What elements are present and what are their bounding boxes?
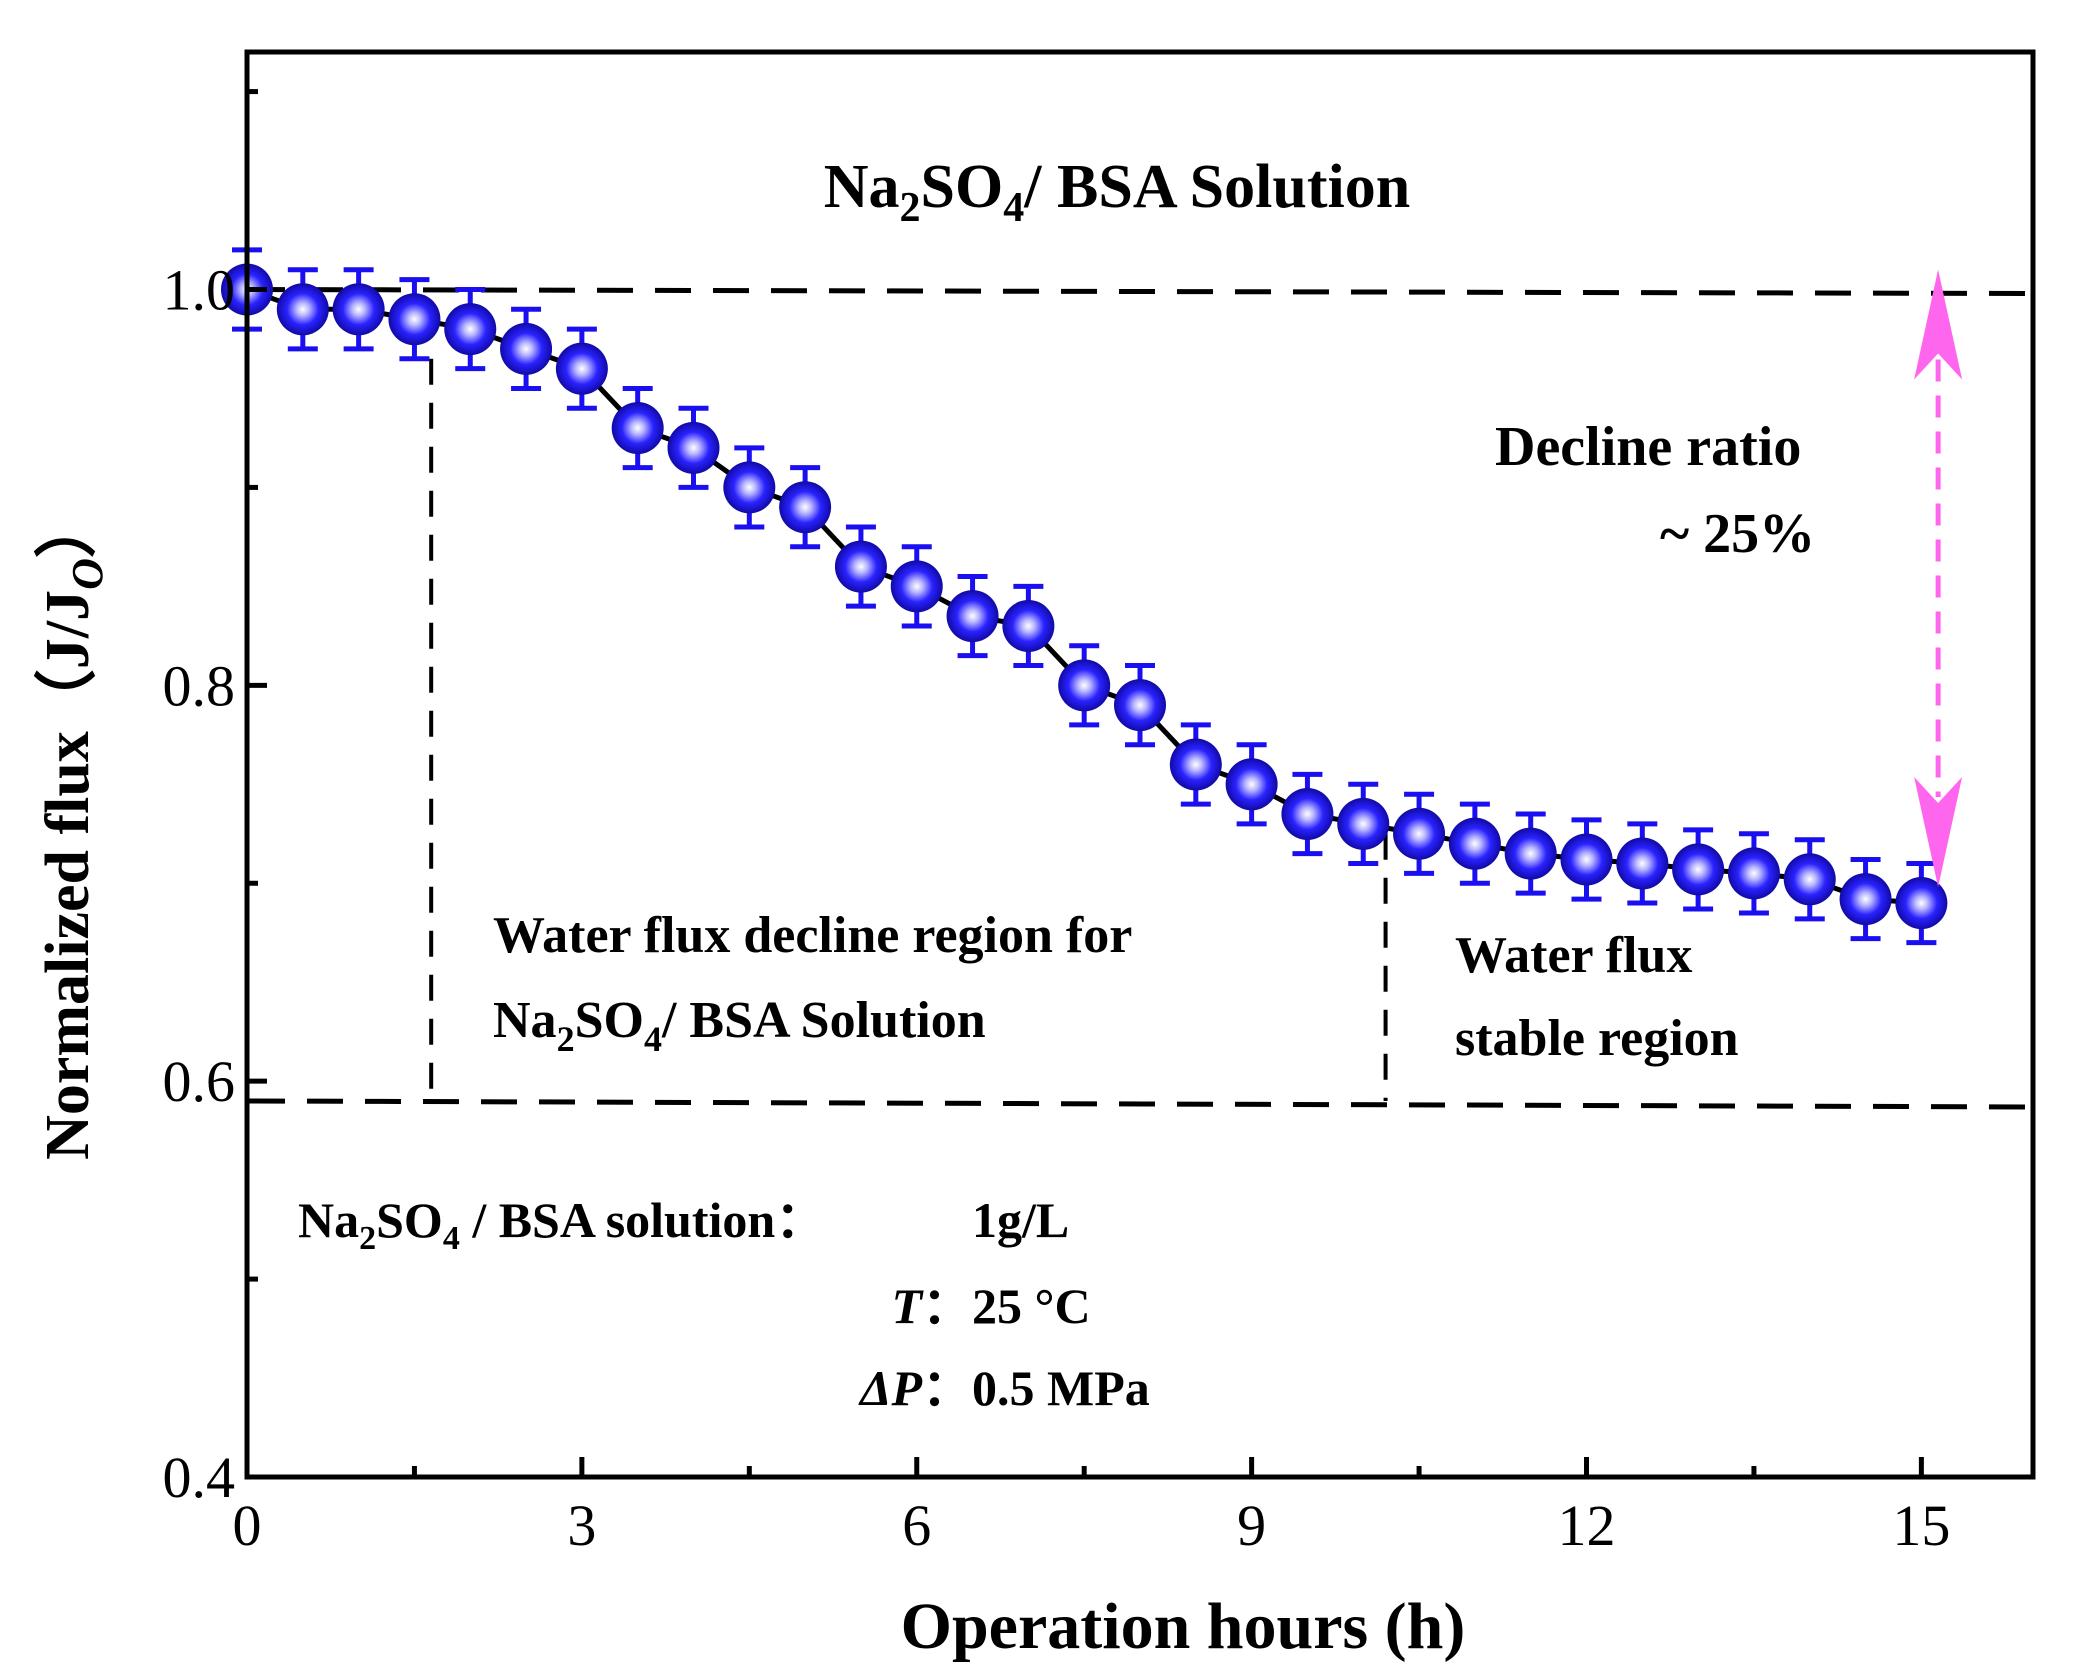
decline-arrow [1914, 269, 1963, 888]
condition-temperature-value: 25 °C [972, 1278, 1091, 1334]
y-tick-label: 0.6 [163, 1049, 236, 1114]
data-point [1616, 837, 1669, 890]
condition-solution: Na2SO4 / BSA solution： [298, 1192, 825, 1257]
arrow-head-up [1914, 269, 1963, 380]
data-point [1281, 787, 1334, 840]
data-point [1114, 679, 1166, 732]
data-point [1448, 817, 1501, 870]
x-tick-label: 3 [567, 1493, 596, 1558]
data-point [1225, 758, 1278, 811]
data-point [723, 461, 776, 514]
reference-lines [248, 287, 2032, 1110]
y-tick-label: 1.0 [163, 258, 236, 323]
data-point [1337, 797, 1390, 850]
data-point [276, 283, 329, 336]
data-point [1672, 843, 1725, 896]
y-tick-label: 0.4 [163, 1445, 236, 1510]
data-point [1895, 877, 1948, 930]
data-point [1783, 853, 1836, 906]
decline-region-label-2: Na2SO4/ BSA Solution [493, 992, 986, 1059]
data-point [1058, 659, 1111, 712]
lower-reference-line [248, 1098, 2032, 1110]
data-point [890, 560, 943, 613]
data-point [555, 342, 608, 395]
data-point [1504, 827, 1557, 880]
upper-reference-line [248, 287, 2032, 296]
data-point [1839, 873, 1892, 926]
data-point [1560, 833, 1613, 886]
y-tick-label: 0.8 [163, 653, 236, 718]
condition-solution-value: 1g/L [972, 1192, 1069, 1248]
axes: 0 3 6 9 12 15 0.4 0.6 0.8 1.0 [163, 89, 1950, 1558]
x-axis-title: Operation hours (h) [901, 1590, 1466, 1663]
decline-region-label: Water flux decline region for [493, 907, 1132, 964]
decline-ratio-label: Decline ratio [1495, 416, 1801, 478]
x-tick-label: 9 [1237, 1493, 1266, 1558]
series-line [246, 287, 1922, 906]
y-axis-title: Normalized flux（J/JO） [32, 496, 112, 1160]
arrow-head-down [1914, 777, 1963, 888]
x-tick-label: 0 [233, 1493, 262, 1558]
data-point [1393, 807, 1446, 860]
stable-region-label: Water flux [1455, 927, 1692, 984]
data-point [332, 283, 385, 336]
data-point [611, 402, 664, 455]
decline-ratio-value: ~ 25% [1660, 503, 1815, 565]
data-point [388, 293, 441, 346]
data-point [1002, 599, 1055, 652]
condition-pressure-value: 0.5 MPa [972, 1360, 1150, 1416]
x-tick-label: 15 [1892, 1493, 1950, 1558]
data-point [834, 540, 887, 593]
plot-frame [244, 49, 2036, 1480]
data-point [1727, 847, 1780, 900]
chart-title: Na2SO4/ BSA Solution [824, 153, 1410, 231]
data-point [444, 303, 497, 356]
data-point [1169, 738, 1222, 791]
x-tick-label: 6 [902, 1493, 931, 1558]
data-series [221, 247, 1948, 946]
data-point [779, 481, 832, 534]
data-point [667, 421, 720, 474]
data-point [500, 322, 553, 375]
data-point [946, 590, 999, 643]
condition-temperature: T： [891, 1278, 972, 1334]
condition-pressure: ΔP： [858, 1360, 972, 1416]
stable-region-label-2: stable region [1455, 1010, 1739, 1067]
x-tick-label: 12 [1558, 1493, 1616, 1558]
